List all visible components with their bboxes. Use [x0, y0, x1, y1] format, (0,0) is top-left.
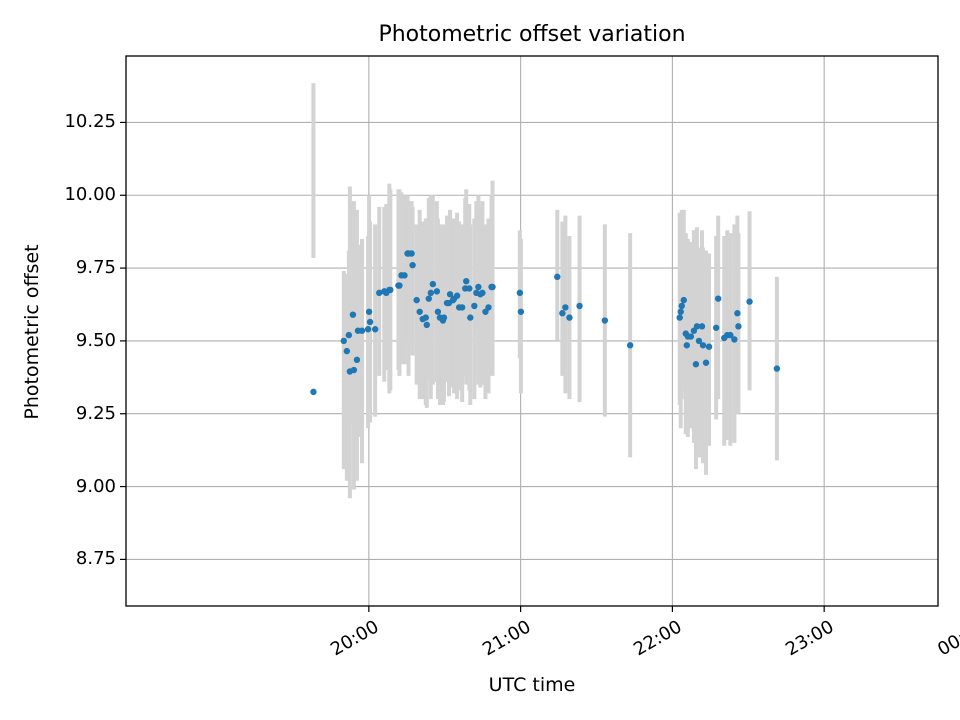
data-point [680, 296, 687, 304]
data-point [678, 302, 685, 310]
data-point [434, 308, 442, 315]
data-point [735, 323, 742, 330]
data-point [433, 288, 441, 295]
data-point [683, 342, 691, 349]
data-point [485, 304, 492, 311]
data-point [554, 273, 561, 281]
data-point [343, 347, 351, 355]
data-point [566, 314, 573, 321]
data-point [440, 314, 448, 321]
data-point [698, 323, 706, 330]
data-point [466, 285, 473, 292]
data-point [677, 308, 684, 315]
data-point [692, 361, 700, 368]
data-point [396, 282, 403, 289]
data-point [446, 291, 454, 298]
data-point [408, 250, 415, 257]
data-point [693, 323, 701, 330]
data-point [467, 314, 474, 321]
data-point [734, 310, 741, 317]
data-point [413, 296, 420, 304]
data-point [705, 343, 713, 350]
data-point [358, 327, 366, 334]
data-point [422, 314, 429, 321]
data-point [702, 359, 710, 366]
data-point [489, 283, 496, 291]
data-point [425, 295, 432, 302]
data-point [350, 366, 358, 374]
data-point [387, 286, 394, 294]
data-point [695, 337, 703, 345]
data-point [559, 310, 566, 317]
data-point [471, 302, 478, 310]
data-point [601, 317, 609, 324]
axis-ticks [120, 121, 825, 612]
y-tick-label: 9.75 [75, 257, 116, 279]
data-point [699, 342, 707, 349]
data-point [517, 308, 525, 315]
data-point [727, 331, 734, 339]
data-points [310, 250, 781, 396]
y-tick-label: 10.25 [64, 111, 116, 133]
data-point [712, 324, 720, 331]
data-point [353, 356, 361, 364]
data-point [401, 272, 408, 279]
data-point [371, 326, 379, 333]
error-bars [311, 83, 779, 499]
grid-lines [126, 56, 938, 606]
y-tick-label: 9.00 [75, 475, 116, 497]
data-point [427, 289, 435, 297]
y-tick-label: 9.25 [75, 402, 116, 424]
data-point [463, 277, 470, 285]
data-point [475, 283, 482, 291]
data-point [714, 295, 722, 302]
data-point [562, 304, 569, 311]
data-point [376, 289, 383, 297]
data-point [423, 321, 430, 329]
data-point [365, 308, 373, 315]
data-point [676, 314, 683, 321]
data-point [516, 289, 524, 297]
data-point [345, 331, 353, 339]
x-axis-label: UTC time [488, 674, 576, 696]
data-point [773, 365, 781, 372]
data-point [453, 292, 461, 299]
plot-frame [125, 55, 939, 607]
y-tick-label: 10.00 [64, 184, 116, 206]
data-point [687, 333, 695, 340]
data-point [364, 326, 372, 333]
chart-title: Photometric offset variation [378, 22, 686, 47]
data-point [458, 304, 466, 311]
data-point [416, 308, 423, 315]
data-point [366, 318, 374, 326]
data-point [576, 302, 583, 310]
data-point [429, 280, 437, 288]
data-point [626, 342, 634, 349]
data-point [746, 298, 753, 305]
y-tick-label: 9.50 [75, 329, 116, 351]
data-point [731, 336, 738, 343]
data-point [409, 261, 416, 269]
y-tick-label: 8.75 [75, 548, 116, 570]
data-point [310, 388, 317, 396]
data-point [479, 289, 486, 297]
data-point [349, 311, 357, 318]
data-point [340, 337, 347, 345]
